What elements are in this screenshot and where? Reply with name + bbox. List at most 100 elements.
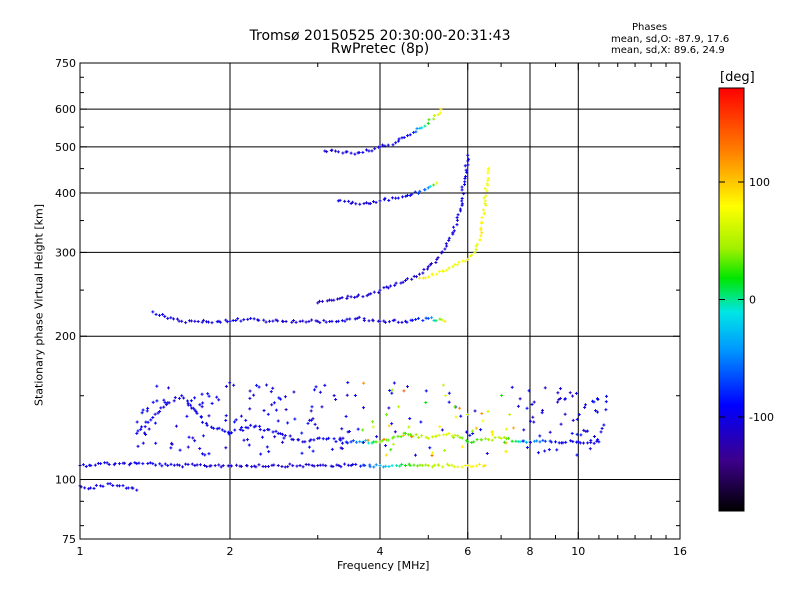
data-point: [278, 432, 282, 436]
data-point: [445, 462, 449, 466]
data-point: [252, 393, 256, 397]
data-point: [177, 319, 181, 323]
data-point: [317, 436, 321, 440]
data-point: [582, 441, 586, 445]
data-point: [292, 319, 296, 323]
colorbar-ticks: 100 0 -100: [719, 176, 774, 424]
data-point: [460, 202, 464, 206]
y-tick-label: 500: [55, 141, 76, 154]
data-point: [399, 435, 403, 439]
data-point: [304, 462, 308, 466]
data-point: [166, 464, 170, 468]
data-point: [426, 265, 430, 269]
data-point: [388, 389, 392, 393]
data-point: [571, 394, 575, 398]
data-point: [591, 399, 595, 403]
data-point: [397, 137, 401, 141]
data-point: [574, 391, 578, 395]
data-point: [311, 417, 315, 421]
data-point: [455, 263, 459, 267]
data-point: [265, 445, 269, 449]
data-point: [421, 319, 425, 323]
data-point: [339, 438, 343, 442]
data-point: [310, 463, 314, 467]
data-point: [547, 448, 551, 452]
data-point: [244, 418, 248, 422]
data-point: [391, 143, 395, 147]
data-point: [403, 431, 407, 435]
data-point: [600, 426, 604, 430]
data-point: [417, 276, 421, 280]
data-point: [307, 319, 311, 323]
colorbar-tick-label: 0: [749, 294, 756, 307]
data-point: [279, 397, 283, 401]
data-point: [532, 420, 536, 424]
chart-title: Tromsø 20150525 20:30:00-20:31:43: [249, 28, 511, 44]
data-point: [161, 312, 165, 316]
data-point: [107, 462, 111, 466]
data-point: [172, 399, 176, 403]
data-point: [239, 319, 243, 323]
data-point: [571, 418, 575, 422]
data-point: [475, 242, 479, 246]
data-point: [558, 396, 562, 400]
data-point: [452, 229, 456, 233]
data-point: [383, 144, 387, 148]
data-point: [349, 464, 353, 468]
data-point: [362, 319, 366, 323]
data-point: [151, 462, 155, 466]
data-point: [364, 148, 368, 152]
data-point: [465, 413, 469, 417]
data-point: [442, 433, 446, 437]
data-point: [381, 143, 385, 147]
data-point: [467, 157, 471, 161]
data-point: [532, 400, 536, 404]
data-point: [325, 299, 329, 303]
data-point: [548, 430, 552, 434]
data-point: [205, 465, 209, 469]
data-point: [450, 434, 454, 438]
data-point: [482, 196, 486, 200]
data-point: [224, 418, 228, 422]
data-point: [162, 405, 166, 409]
x-axis-label: Frequency [MHz]: [337, 559, 430, 572]
data-point: [424, 401, 428, 405]
data-point: [330, 148, 334, 152]
phases-heading: Phases: [632, 22, 668, 33]
data-point: [318, 321, 322, 325]
data-point: [257, 318, 261, 322]
data-point: [286, 465, 290, 469]
data-point: [248, 389, 252, 393]
data-point: [412, 130, 416, 134]
data-point: [435, 272, 439, 276]
data-point: [394, 196, 398, 200]
data-point: [518, 440, 522, 444]
data-point: [390, 391, 394, 395]
data-point: [531, 415, 535, 419]
data-point: [385, 285, 389, 289]
data-point: [262, 318, 266, 322]
x-tick-label: 1: [77, 545, 84, 558]
data-point: [596, 410, 600, 414]
data-point: [316, 301, 320, 305]
data-point: [298, 464, 302, 468]
data-point: [242, 318, 246, 322]
data-point: [500, 394, 504, 398]
data-point: [447, 400, 451, 404]
x-tick-label: 16: [673, 545, 687, 558]
data-point: [217, 426, 221, 430]
data-point: [257, 463, 261, 467]
data-point: [89, 486, 93, 490]
data-point: [421, 271, 425, 275]
data-point: [322, 318, 326, 322]
data-point: [411, 318, 415, 322]
data-point: [153, 412, 157, 416]
data-point: [460, 436, 464, 440]
data-point: [331, 465, 335, 469]
data-point: [332, 394, 336, 398]
data-point: [471, 464, 475, 468]
data-point: [226, 430, 230, 434]
data-point: [410, 192, 414, 196]
data-point: [402, 136, 406, 140]
data-point: [312, 388, 316, 392]
